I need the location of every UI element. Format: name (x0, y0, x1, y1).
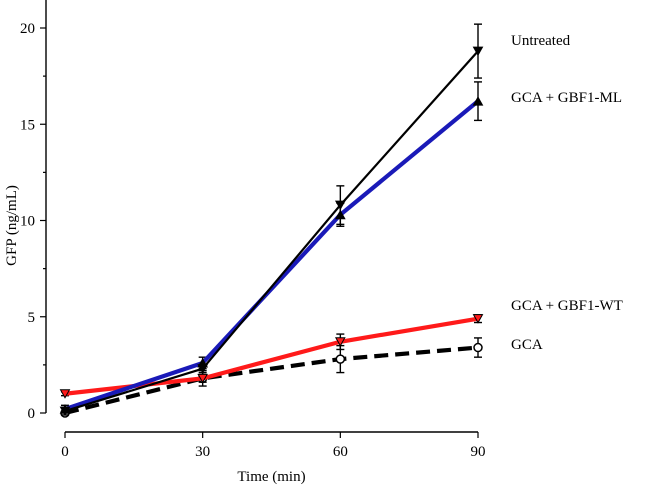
series-line (64, 345, 479, 416)
series-gca-gbf1-ml (59, 81, 484, 414)
y-tick-label: 10 (20, 214, 35, 230)
series-line (64, 316, 479, 396)
x-tick-label: 30 (195, 444, 210, 460)
x-axis-title: Time (min) (237, 469, 305, 485)
data-point (197, 364, 209, 374)
y-tick-label: 0 (28, 406, 36, 422)
y-tick-label: 15 (20, 117, 35, 133)
series-untreated (59, 23, 484, 417)
axes: 0 5 10 15 20 0 30 60 90 Time (min) GFP (ng/mL) (4, 0, 486, 485)
series-gca (60, 337, 483, 418)
data-point (473, 342, 483, 353)
series-layer (59, 23, 484, 418)
series-label-gca-gbf1-ml: GCA + GBF1-ML (511, 90, 622, 106)
series-gca-gbf1-wt (59, 314, 484, 399)
series-label-gca: GCA (511, 337, 543, 353)
x-tick-label: 90 (471, 444, 486, 460)
data-point (334, 200, 346, 211)
series-label-gca-gbf1-wt: GCA + GBF1-WT (511, 298, 623, 314)
data-point (197, 373, 209, 384)
series-line (64, 99, 480, 412)
x-tick-label: 60 (333, 444, 348, 460)
data-point (335, 354, 346, 364)
labels-layer: Untreated GCA + GBF1-ML GCA + GBF1-WT GCA (511, 33, 623, 353)
data-point (334, 337, 346, 347)
data-point (59, 389, 71, 399)
y-axis-title: GFP (ng/mL) (4, 185, 20, 266)
series-label-untreated: Untreated (511, 33, 571, 49)
x-tick-label: 0 (61, 444, 69, 460)
y-tick-label: 20 (20, 21, 35, 37)
data-point (59, 406, 71, 417)
data-point (472, 314, 484, 324)
series-line (64, 50, 479, 413)
data-point (472, 46, 484, 57)
y-tick-label: 5 (28, 310, 36, 326)
data-point (472, 96, 484, 106)
